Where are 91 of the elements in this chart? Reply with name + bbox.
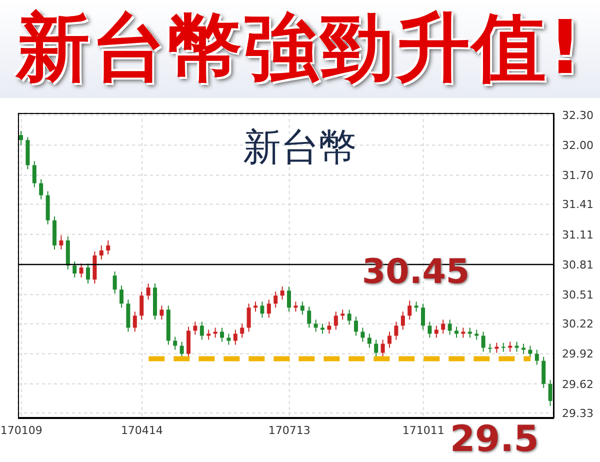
candlestick bbox=[287, 286, 291, 312]
candlestick bbox=[39, 178, 44, 200]
candlestick bbox=[448, 319, 452, 336]
candlestick bbox=[213, 327, 218, 338]
candlestick bbox=[132, 311, 137, 332]
candlestick bbox=[186, 326, 190, 358]
candlestick bbox=[421, 303, 425, 330]
candlestick bbox=[414, 301, 418, 312]
candlestick bbox=[160, 305, 164, 320]
candlestick bbox=[501, 342, 506, 352]
y-tick-label: 31.41 bbox=[562, 198, 594, 212]
candlestick bbox=[542, 356, 546, 388]
candlestick bbox=[340, 309, 345, 320]
candlestick bbox=[146, 283, 150, 300]
x-tick-label: 170713 bbox=[268, 424, 310, 437]
x-tick-label: 170109 bbox=[0, 424, 42, 437]
candlestick bbox=[266, 299, 271, 318]
candlestick bbox=[360, 327, 365, 342]
candlestick bbox=[441, 319, 446, 334]
candlestick bbox=[481, 331, 486, 352]
candlestick bbox=[534, 349, 539, 366]
candlestick bbox=[220, 327, 224, 342]
candlestick bbox=[454, 326, 458, 338]
candlestick bbox=[173, 336, 178, 350]
candlestick bbox=[240, 323, 244, 338]
y-tick-label: 31.70 bbox=[562, 169, 594, 182]
candlestick bbox=[388, 331, 392, 348]
candlestick bbox=[254, 301, 258, 312]
candlestick bbox=[428, 321, 432, 338]
y-tick-label: 29.62 bbox=[562, 378, 594, 391]
candlestick bbox=[327, 321, 332, 334]
candlestick bbox=[488, 343, 492, 354]
candlestick bbox=[226, 333, 231, 346]
candlestick bbox=[367, 333, 372, 348]
candlestick bbox=[206, 329, 211, 340]
y-tick-label: 32.00 bbox=[562, 139, 594, 152]
candlestick bbox=[233, 329, 238, 346]
candlestick bbox=[307, 306, 312, 328]
candlestick bbox=[106, 240, 110, 255]
candlestick bbox=[508, 341, 512, 352]
y-tick-label: 29.92 bbox=[562, 348, 594, 361]
candlestick bbox=[59, 234, 64, 250]
candlestick bbox=[260, 301, 264, 318]
chart-subtitle: 新台幣 bbox=[242, 124, 358, 171]
candlestick bbox=[528, 345, 532, 358]
candlestick bbox=[140, 291, 144, 320]
annotation: 30.45 bbox=[362, 252, 470, 292]
candlestick bbox=[193, 321, 198, 336]
candlestick bbox=[99, 244, 104, 260]
candlestick bbox=[112, 271, 117, 294]
text: 29.5 bbox=[450, 419, 539, 460]
y-tick-label: 30.22 bbox=[562, 318, 594, 331]
candlestick bbox=[334, 311, 338, 330]
candlestick bbox=[200, 321, 204, 340]
candlestick bbox=[32, 160, 36, 188]
candlestick bbox=[19, 130, 23, 146]
candlestick bbox=[474, 329, 479, 340]
candlestick bbox=[246, 303, 251, 332]
y-tick-label: 32.30 bbox=[562, 108, 594, 122]
candlestick bbox=[314, 319, 318, 332]
candlestick bbox=[468, 327, 472, 338]
x-tick-label: 171011 bbox=[402, 424, 444, 437]
y-tick-label: 30.51 bbox=[562, 288, 594, 302]
candlestick bbox=[354, 316, 358, 336]
y-tick-label: 31.11 bbox=[562, 228, 594, 242]
candlestick bbox=[180, 341, 184, 358]
candlestick bbox=[374, 339, 378, 358]
candlestick bbox=[86, 262, 90, 284]
candlestick bbox=[400, 311, 405, 330]
candlestick bbox=[514, 341, 519, 352]
candlestick bbox=[380, 339, 385, 358]
candlestick bbox=[280, 286, 284, 300]
candlestick bbox=[347, 309, 352, 326]
candlestick bbox=[320, 323, 324, 334]
candlestick bbox=[274, 291, 278, 308]
candlestick bbox=[434, 325, 438, 338]
candlestick bbox=[522, 343, 526, 354]
candlestick bbox=[394, 321, 398, 340]
chart-title: 新台幣強勁升值! bbox=[16, 4, 584, 93]
candlestick bbox=[79, 262, 84, 278]
y-tick-label: 29.33 bbox=[562, 406, 594, 420]
candlestick bbox=[120, 285, 124, 308]
candlestick bbox=[548, 379, 552, 406]
candlestick bbox=[461, 327, 466, 338]
candlestick bbox=[294, 301, 298, 312]
y-tick-label: 30.81 bbox=[562, 258, 594, 272]
candlestick bbox=[72, 260, 77, 278]
candlestick bbox=[408, 300, 412, 320]
candlestick bbox=[300, 301, 304, 316]
x-tick-label: 170414 bbox=[120, 424, 163, 437]
candlestick bbox=[494, 342, 499, 354]
